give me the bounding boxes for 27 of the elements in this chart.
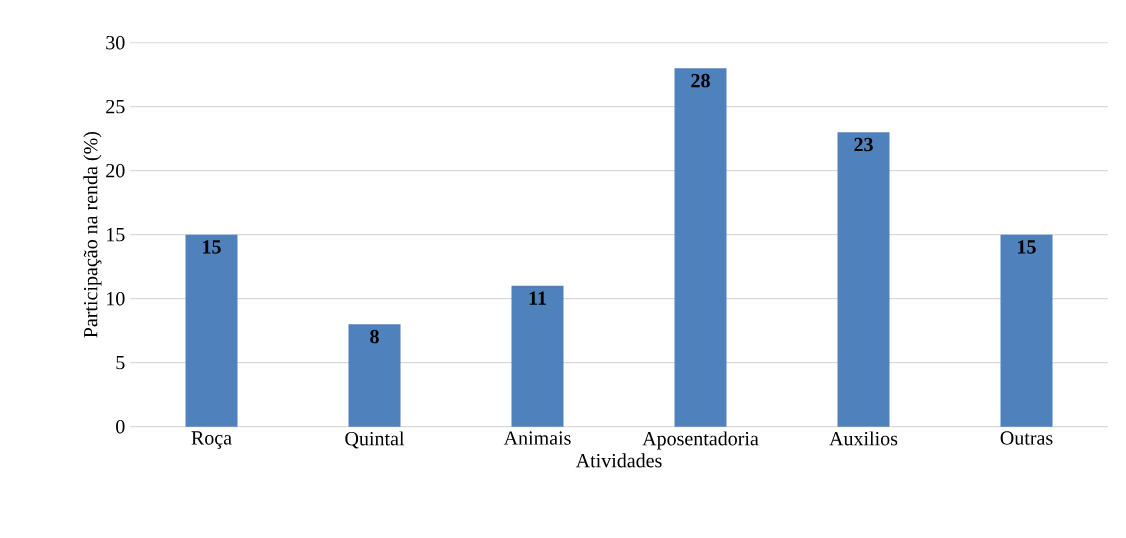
data-label: 28 xyxy=(691,73,710,88)
y-tick-label: 10 xyxy=(107,291,125,306)
x-tick-label: Outras xyxy=(1000,431,1053,445)
data-label: 8 xyxy=(370,329,379,344)
bar xyxy=(1000,234,1053,427)
data-label: 23 xyxy=(854,137,873,152)
x-tick-label: Aposentadoria xyxy=(642,431,759,450)
bar xyxy=(348,324,401,427)
y-tick-label: 15 xyxy=(107,227,125,242)
bar xyxy=(837,132,890,427)
y-axis-title: Participação na renda (%) xyxy=(83,131,102,338)
bar xyxy=(511,285,564,427)
y-tick-label: 20 xyxy=(106,163,125,178)
y-tick-label: 0 xyxy=(116,419,125,434)
data-label: 15 xyxy=(1018,240,1036,254)
x-tick-label: Animais xyxy=(503,431,571,445)
x-axis-title: Atividades xyxy=(575,453,662,468)
x-tick-label: Auxilios xyxy=(829,431,898,446)
x-tick-label: Roça xyxy=(191,431,232,449)
x-tick-label: Quintal xyxy=(345,431,405,449)
data-label: 11 xyxy=(529,291,546,305)
y-tick-label: 5 xyxy=(116,356,125,370)
y-tick-label: 30 xyxy=(106,35,125,50)
bar xyxy=(674,68,727,427)
data-label: 15 xyxy=(203,240,221,254)
y-tick-label: 25 xyxy=(106,99,125,114)
bar xyxy=(185,234,238,427)
